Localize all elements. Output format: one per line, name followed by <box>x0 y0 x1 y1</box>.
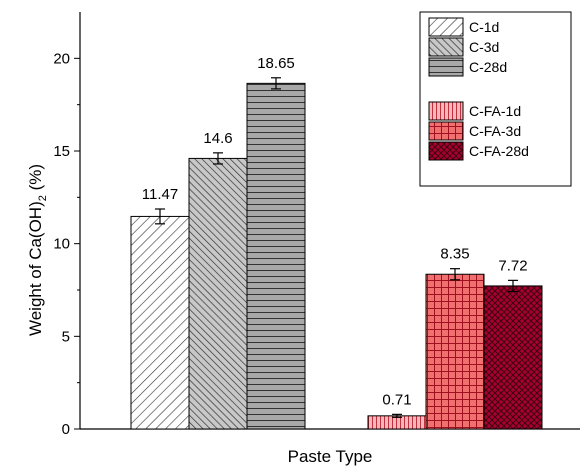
data-labels: 11.47 14.6 18.65 0.71 8.35 7.72 <box>142 55 528 409</box>
legend-swatch-C-FA-1d <box>428 101 464 121</box>
bars <box>130 77 543 430</box>
x-axis-title: Paste Type <box>288 447 373 466</box>
bar-C-FA-3d <box>425 273 485 430</box>
data-label-C-3d: 14.6 <box>203 130 232 147</box>
legend-label-C-3d: C-3d <box>469 39 499 55</box>
data-label-C-FA-1d: 0.71 <box>382 391 411 408</box>
legend-swatch-C-FA-3d <box>428 121 464 141</box>
bar-C-1d <box>130 215 190 430</box>
y-axis-title-suffix: (%) <box>26 164 45 195</box>
y-axis-title-prefix: Weight of Ca(OH) <box>26 201 45 336</box>
y-tick-label: 10 <box>53 236 70 253</box>
legend-swatch-C-FA-28d <box>428 141 464 161</box>
legend-label-C-1d: C-1d <box>469 19 499 35</box>
bar-C-28d <box>246 82 306 430</box>
legend-label-C-FA-3d: C-FA-3d <box>469 123 521 139</box>
data-label-C-FA-28d: 7.72 <box>498 257 527 274</box>
legend-swatch-C-3d <box>428 37 464 57</box>
legend-label-C-28d: C-28d <box>469 59 507 75</box>
y-axis-title: Weight of Ca(OH)2 (%) <box>26 164 49 336</box>
y-tick-label: 5 <box>62 328 70 345</box>
y-tick-label: 0 <box>62 421 70 438</box>
y-axis-title-subscript: 2 <box>37 195 49 201</box>
legend-label-C-FA-28d: C-FA-28d <box>469 143 529 159</box>
y-tick-label: 15 <box>53 143 70 160</box>
bar-C-FA-28d <box>483 285 543 430</box>
data-label-C-FA-3d: 8.35 <box>440 246 469 263</box>
legend-swatch-C-1d <box>428 17 464 37</box>
data-label-C-28d: 18.65 <box>257 55 295 72</box>
legend-label-C-FA-1d: C-FA-1d <box>469 103 521 119</box>
legend-swatch-C-28d <box>428 57 464 77</box>
legend: C-1d C-3d C-28d C-FA-1d C-FA-3d C-FA-28d <box>419 11 572 187</box>
bar-C-3d <box>188 157 248 430</box>
data-label-C-1d: 11.47 <box>142 186 178 203</box>
y-axis-ticks: 0 5 10 15 20 <box>53 50 80 438</box>
y-tick-label: 20 <box>53 50 70 67</box>
